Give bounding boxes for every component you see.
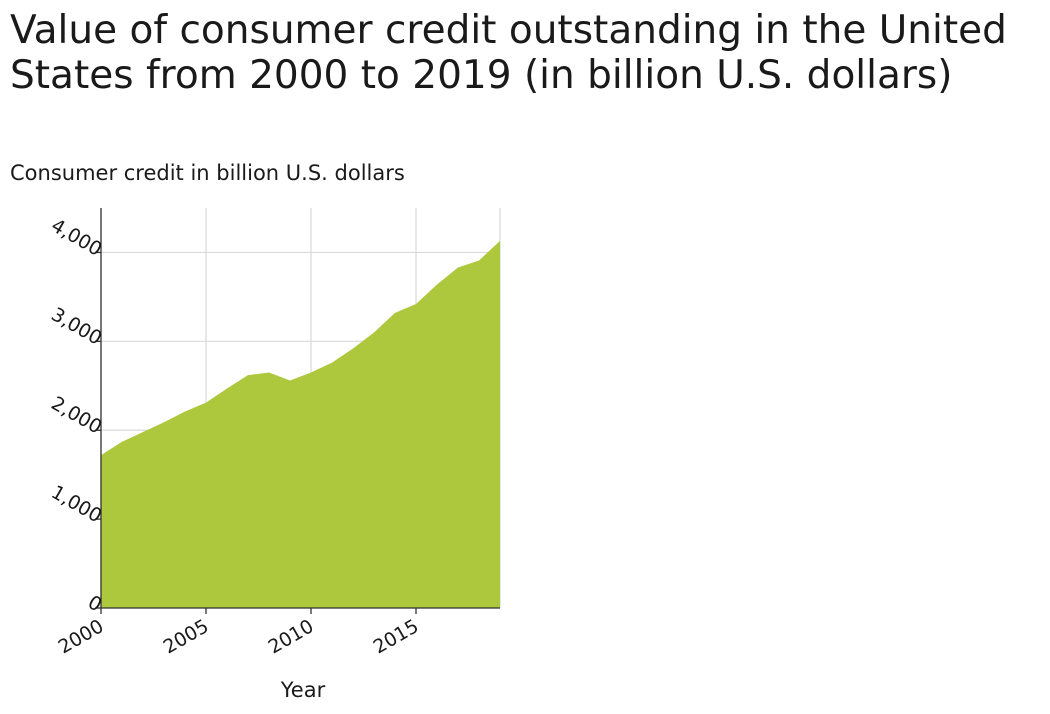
x-tick-label-2000: 2000 xyxy=(55,615,108,658)
area-series xyxy=(100,240,501,608)
area-fill xyxy=(101,240,500,608)
y-axis-title: Consumer credit in billion U.S. dollars xyxy=(10,161,405,185)
y-tick-label-4000: 4,000 xyxy=(47,215,105,261)
x-tick-label-2015: 2015 xyxy=(370,615,423,658)
y-tick-label-2000: 2,000 xyxy=(47,392,105,438)
x-tick-label-2005: 2005 xyxy=(160,615,213,658)
x-tick-label-2010: 2010 xyxy=(265,615,318,658)
x-axis-title: Year xyxy=(280,678,326,702)
y-tick-label-3000: 3,000 xyxy=(47,303,105,349)
chart-title: Value of consumer credit outstanding in … xyxy=(10,8,1007,98)
axes xyxy=(100,208,500,609)
y-tick-label-1000: 1,000 xyxy=(47,481,105,527)
